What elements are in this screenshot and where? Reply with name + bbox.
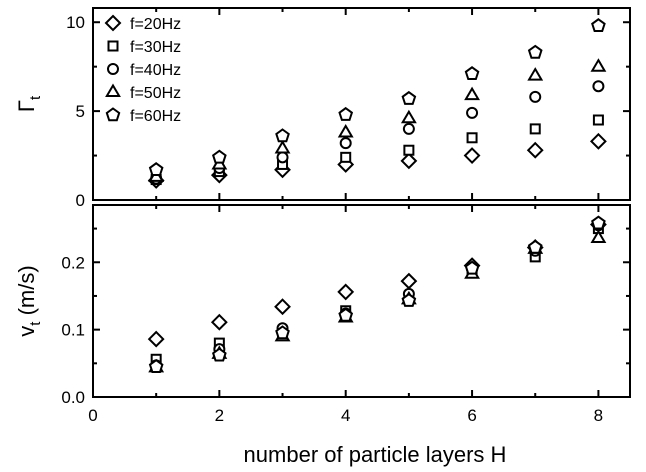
bottom-point-pentagon xyxy=(401,292,417,307)
legend-label: f=40Hz xyxy=(130,62,181,79)
top-point-diamond xyxy=(463,147,481,164)
top-point-square xyxy=(403,144,415,156)
bottom-point-pentagon xyxy=(338,307,354,322)
bottom-y-tick-label: 0.2 xyxy=(61,253,85,272)
top-point-circle xyxy=(276,151,289,164)
top-point-diamond xyxy=(589,132,607,150)
top-y-axis-title-main: Γ xyxy=(14,100,39,112)
bottom-point-pentagon xyxy=(591,215,606,230)
top-point-triangle xyxy=(337,123,354,138)
top-point-square xyxy=(529,123,541,135)
legend-label: f=50Hz xyxy=(130,85,181,102)
legend-marker-circle xyxy=(107,63,119,75)
bottom-point-diamond xyxy=(337,283,355,301)
legend: f=20Hz f=30Hz f=40Hz f=50Hz f=60Hz xyxy=(104,14,181,125)
bottom-y-tick-label: 0.0 xyxy=(61,388,85,407)
bottom-plot-frame xyxy=(92,204,631,398)
legend-label: f=30Hz xyxy=(130,39,181,56)
bottom-panel: 0.0 0.1 0.2 vt (m/s) 0 2 4 6 8 xyxy=(14,204,631,425)
top-point-diamond xyxy=(526,141,544,159)
x-tick-label: 0 xyxy=(88,406,97,425)
bottom-y-axis-title: vt (m/s) xyxy=(14,265,44,336)
top-point-circle xyxy=(466,106,479,119)
top-point-triangle xyxy=(274,139,291,154)
x-tick-label: 6 xyxy=(467,406,476,425)
top-point-circle xyxy=(529,90,542,103)
top-point-triangle xyxy=(590,58,607,72)
legend-label: f=20Hz xyxy=(130,16,181,33)
bottom-series-diamond xyxy=(147,216,607,348)
legend-item: f=30Hz xyxy=(107,39,181,56)
top-point-pentagon xyxy=(401,90,417,105)
top-y-axis-title: Γt xyxy=(14,95,44,112)
top-panel: 0 5 10 Γt xyxy=(14,7,631,210)
bottom-point-diamond xyxy=(210,313,228,331)
legend-item: f=50Hz xyxy=(105,83,181,102)
bottom-point-triangle xyxy=(590,229,607,244)
top-point-triangle xyxy=(400,109,417,124)
top-point-pentagon xyxy=(275,128,290,143)
bottom-y-axis-title-main: v xyxy=(14,326,39,337)
top-point-pentagon xyxy=(591,18,606,33)
bottom-series-pentagon xyxy=(148,215,606,373)
bottom-y-tick-label: 0.1 xyxy=(61,321,85,340)
x-axis-title: number of particle layers H xyxy=(244,442,507,467)
bottom-point-pentagon xyxy=(275,325,290,340)
legend-marker-diamond xyxy=(104,14,122,32)
legend-marker-pentagon xyxy=(105,107,121,122)
top-point-circle xyxy=(339,137,352,150)
bottom-point-diamond xyxy=(400,272,418,290)
top-point-triangle xyxy=(464,86,480,101)
top-point-pentagon xyxy=(464,66,480,81)
top-point-square xyxy=(592,114,604,126)
bottom-point-pentagon xyxy=(464,260,480,275)
top-point-pentagon xyxy=(338,106,354,121)
x-tick-label: 8 xyxy=(594,406,603,425)
top-y-tick-label: 5 xyxy=(76,102,85,121)
top-series-pentagon xyxy=(148,18,606,177)
top-y-tick-label: 0 xyxy=(76,191,85,210)
bottom-point-diamond xyxy=(274,298,291,316)
top-point-square xyxy=(340,151,352,163)
legend-item: f=20Hz xyxy=(104,14,181,33)
top-plot-frame xyxy=(92,7,631,201)
top-point-circle xyxy=(402,122,415,135)
legend-marker-square xyxy=(107,40,119,52)
top-point-triangle xyxy=(527,67,544,81)
top-point-diamond xyxy=(400,152,418,170)
top-point-pentagon xyxy=(211,149,227,164)
top-point-pentagon xyxy=(148,162,164,177)
legend-label: f=60Hz xyxy=(130,108,181,125)
top-point-pentagon xyxy=(527,44,543,59)
bottom-point-pentagon xyxy=(527,239,543,254)
top-point-circle xyxy=(592,80,605,93)
top-y-tick-label: 10 xyxy=(66,13,85,32)
bottom-point-pentagon xyxy=(211,347,227,362)
legend-marker-triangle xyxy=(105,83,121,98)
x-tick-label: 2 xyxy=(215,406,224,425)
top-y-axis-title-sub: t xyxy=(27,95,44,100)
x-tick-label: 4 xyxy=(341,406,350,425)
legend-item: f=60Hz xyxy=(105,107,181,125)
bottom-point-diamond xyxy=(147,330,165,348)
legend-item: f=40Hz xyxy=(107,62,181,79)
bottom-point-pentagon xyxy=(148,358,164,373)
top-point-square xyxy=(466,132,478,144)
bottom-y-axis-title-unit: (m/s) xyxy=(14,265,39,321)
bottom-y-axis-title-sub: t xyxy=(27,321,44,326)
